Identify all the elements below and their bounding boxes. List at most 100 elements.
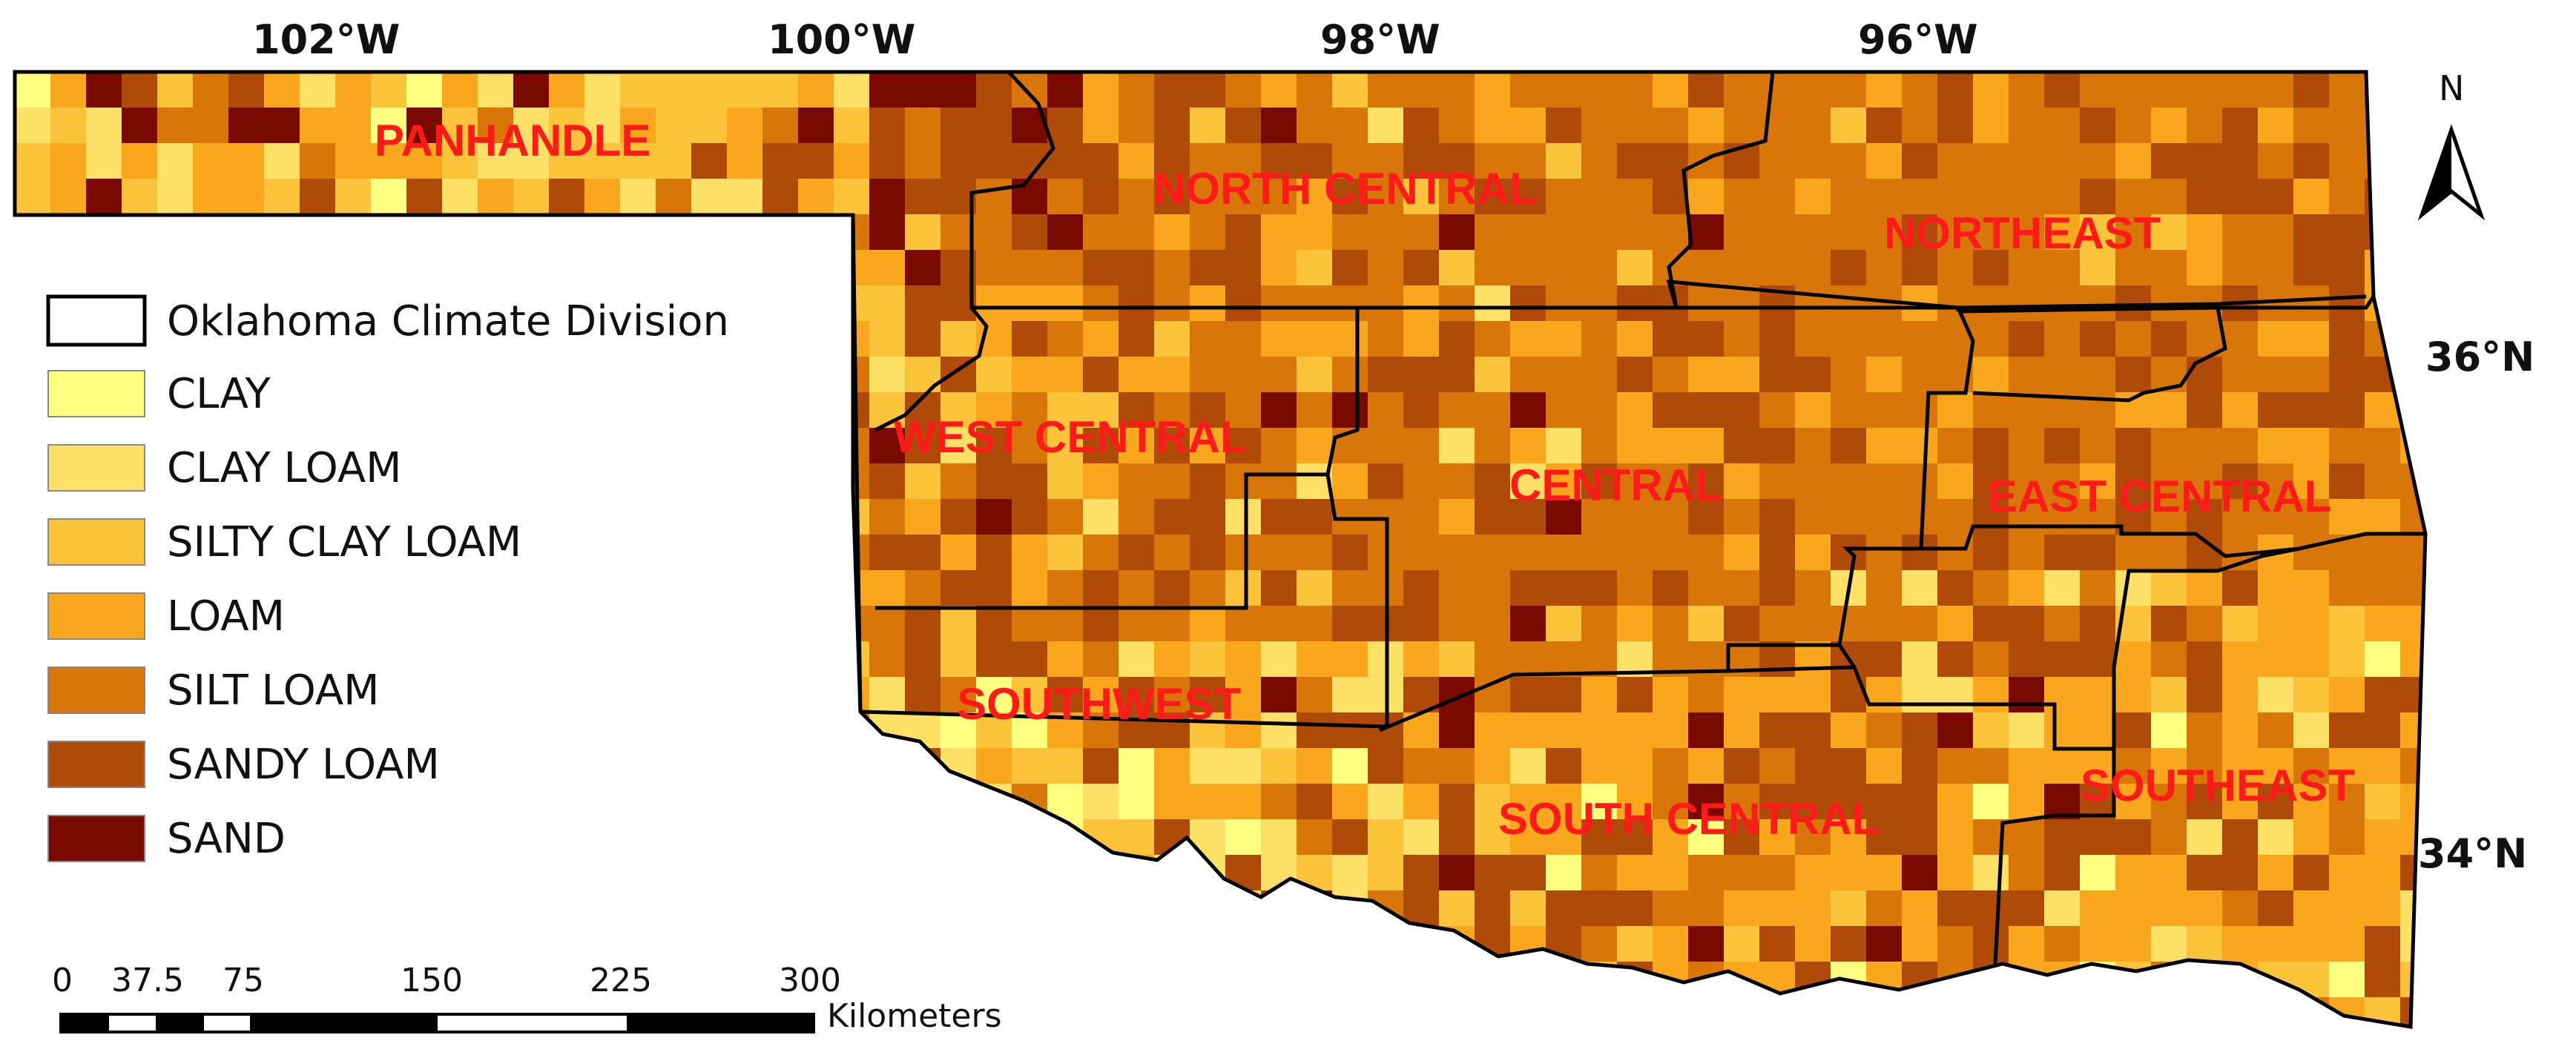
legend-label-silty-clay-loam: SILTY CLAY LOAM (167, 518, 521, 566)
soil-cell (2400, 570, 2425, 606)
soil-cell (2365, 463, 2401, 500)
soil-cell (727, 890, 763, 927)
soil-cell (1902, 819, 1938, 856)
soil-cell (941, 1033, 977, 1055)
soil-cell (762, 890, 799, 927)
soil-cell (1653, 819, 1689, 856)
soil-cell (1332, 72, 1368, 108)
soil-cell (1439, 1033, 1475, 1055)
soil-cell (1617, 855, 1653, 891)
soil-cell (1261, 321, 1297, 357)
lon-label-98: 98°W (1320, 16, 1440, 63)
soil-cell (941, 962, 977, 998)
soil-cell (1261, 962, 1297, 998)
soil-cell (228, 890, 265, 927)
soil-cell (1261, 179, 1297, 215)
soil-cell (1902, 997, 1938, 1027)
scale-tick-300: 300 (779, 962, 841, 999)
soil-cell (2293, 606, 2330, 642)
soil-cell (1297, 535, 1333, 571)
soil-cell (1119, 392, 1155, 429)
soil-cell (1047, 819, 1084, 856)
soil-cell (1759, 748, 1796, 784)
soil-cell (1368, 392, 1404, 429)
soil-cell (976, 108, 1012, 144)
soil-cell (1902, 250, 1938, 286)
soil-cell (1261, 143, 1297, 179)
soil-cell (1653, 392, 1689, 429)
soil-cell (2009, 250, 2045, 286)
soil-cell (869, 962, 906, 998)
soil-cell (1510, 855, 1546, 891)
soil-cell (1937, 641, 1974, 678)
soil-cell (1902, 357, 1938, 393)
soil-cell (1154, 250, 1190, 286)
soil-cell (584, 108, 621, 144)
soil-cell (2009, 179, 2045, 215)
soil-cell (1617, 748, 1653, 784)
soil-cell (2187, 463, 2223, 500)
soil-cell (1083, 641, 1119, 678)
soil-cell (869, 819, 906, 856)
soil-cell (976, 855, 1012, 891)
soil-cell (976, 463, 1012, 500)
soil-cell (1083, 890, 1119, 927)
soil-cell (2365, 855, 2401, 891)
soil-cell (1225, 748, 1262, 784)
soil-cell (1546, 499, 1582, 535)
soil-cell (869, 285, 906, 322)
soil-cell (1831, 392, 1867, 429)
soil-cell (2080, 819, 2116, 856)
soil-cell (1403, 392, 1440, 429)
soil-cell (2044, 748, 2081, 784)
soil-cell (549, 962, 585, 998)
soil-cell (2365, 890, 2401, 927)
soil-cell (1439, 250, 1475, 286)
soil-cell (1653, 499, 1689, 535)
soil-cell (1902, 712, 1938, 749)
soil-cell (2222, 855, 2259, 891)
soil-cell (798, 606, 834, 642)
soil-cell (193, 143, 229, 179)
soil-cell (691, 890, 728, 927)
soil-cell (1937, 285, 1974, 322)
soil-cell (1937, 819, 1974, 856)
soil-cell (1653, 1033, 1689, 1055)
soil-cell (1581, 285, 1618, 322)
soil-cell (1475, 499, 1511, 535)
legend-label-clay-loam: CLAY LOAM (167, 444, 401, 492)
soil-cell (1831, 890, 1867, 927)
soil-cell (228, 1033, 265, 1055)
soil-cell (762, 72, 799, 108)
soil-cell (1083, 428, 1119, 464)
soil-cell (976, 357, 1012, 393)
soil-cell (2329, 357, 2365, 393)
soil-cell (1047, 1033, 1084, 1055)
soil-cell (264, 108, 300, 144)
soil-cell (1902, 677, 1938, 713)
soil-cell (1831, 712, 1867, 749)
soil-cell (1225, 855, 1262, 891)
soil-cell (1475, 535, 1511, 571)
soil-cell (1866, 641, 1903, 678)
soil-cell (1937, 748, 1974, 784)
soil-cell (2044, 855, 2081, 891)
soil-cell (300, 179, 336, 215)
soil-cell (1759, 428, 1796, 464)
soil-cell (1510, 321, 1546, 357)
soil-cell (371, 143, 407, 179)
soil-cell (2009, 641, 2045, 678)
soil-cell (1012, 72, 1048, 108)
soil-cell (2080, 1033, 2116, 1055)
soil-cell (2329, 72, 2365, 108)
soil-cell (656, 108, 692, 144)
soil-cell (976, 535, 1012, 571)
soil-cell (1190, 748, 1226, 784)
soil-cell (2009, 72, 2045, 108)
soil-cell (2044, 143, 2081, 179)
soil-cell (1332, 179, 1368, 215)
soil-cell (2365, 677, 2401, 713)
soil-cell (869, 855, 906, 891)
soil-cell (2293, 712, 2330, 749)
soil-cell (941, 463, 977, 500)
